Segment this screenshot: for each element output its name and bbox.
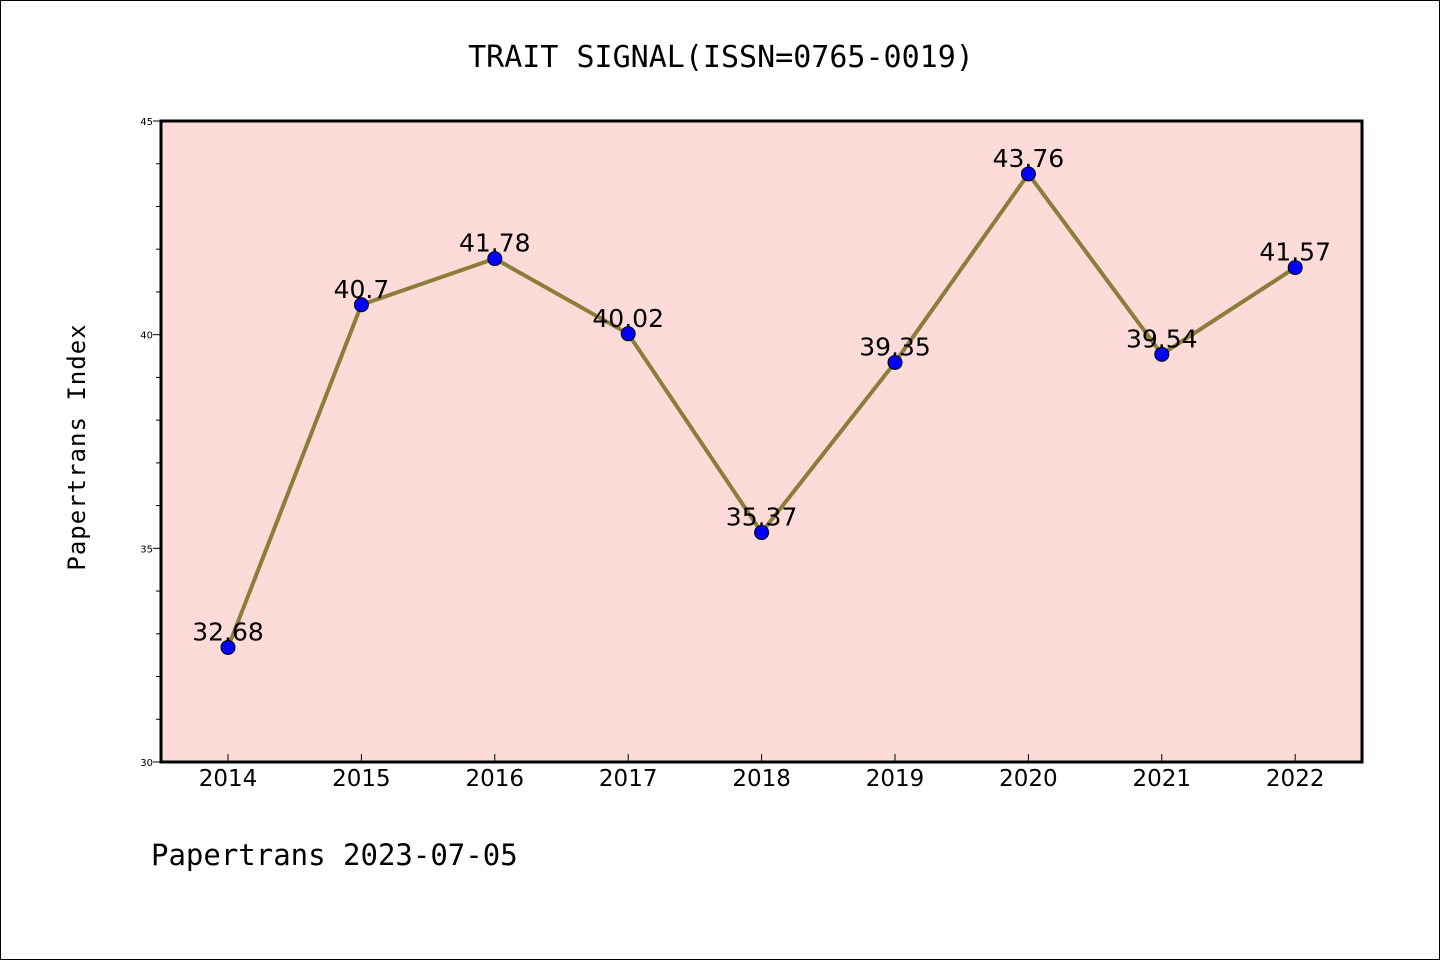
x-tick-label: 2017 xyxy=(599,766,658,792)
data-label: 41.78 xyxy=(459,229,531,258)
data-label: 39.35 xyxy=(859,332,931,361)
x-tick-label: 2018 xyxy=(732,766,791,792)
x-tick-label: 2020 xyxy=(999,766,1058,792)
data-point xyxy=(754,525,770,541)
data-label: 40.02 xyxy=(592,304,664,333)
data-label: 41.57 xyxy=(1259,238,1331,267)
y-tick-label: 30 xyxy=(140,758,153,769)
y-axis: 30 35 40 45 xyxy=(140,117,161,769)
data-label: 39.54 xyxy=(1126,324,1198,353)
chart-title: TRAIT SIGNAL(ISSN=0765-0019) xyxy=(468,40,974,75)
y-tick-label: 40 xyxy=(140,331,153,342)
x-tick-label: 2015 xyxy=(332,766,391,792)
y-tick-label: 45 xyxy=(140,117,153,128)
x-tick-label: 2014 xyxy=(199,766,258,792)
data-label: 32.68 xyxy=(192,617,264,646)
footer-text: Papertrans 2023-07-05 xyxy=(151,838,518,872)
x-tick-label: 2016 xyxy=(466,766,525,792)
data-point xyxy=(887,354,903,370)
data-label: 40.7 xyxy=(334,275,390,304)
plot-area xyxy=(159,119,1364,764)
data-label: 35.37 xyxy=(726,503,798,532)
data-point xyxy=(1020,166,1036,182)
x-axis: 2014 2015 2016 2017 2018 2019 2020 2021 2022 xyxy=(199,754,1325,792)
data-point xyxy=(353,297,369,313)
data-point xyxy=(220,639,236,655)
data-labels: 32.68 40.7 41.78 40.02 35.37 39.35 43.76 39.54 4… xyxy=(192,144,1331,646)
y-tick-label: 35 xyxy=(140,544,153,555)
y-axis-label: Papertrans Index xyxy=(63,323,91,570)
x-tick-label: 2021 xyxy=(1133,766,1192,792)
data-points xyxy=(220,166,1303,655)
x-tick-label: 2019 xyxy=(866,766,925,792)
x-tick-label: 2022 xyxy=(1266,766,1325,792)
data-point xyxy=(1287,260,1303,276)
data-point xyxy=(487,251,503,267)
data-label: 43.76 xyxy=(993,144,1065,173)
data-point xyxy=(620,326,636,342)
data-point xyxy=(1154,346,1170,362)
